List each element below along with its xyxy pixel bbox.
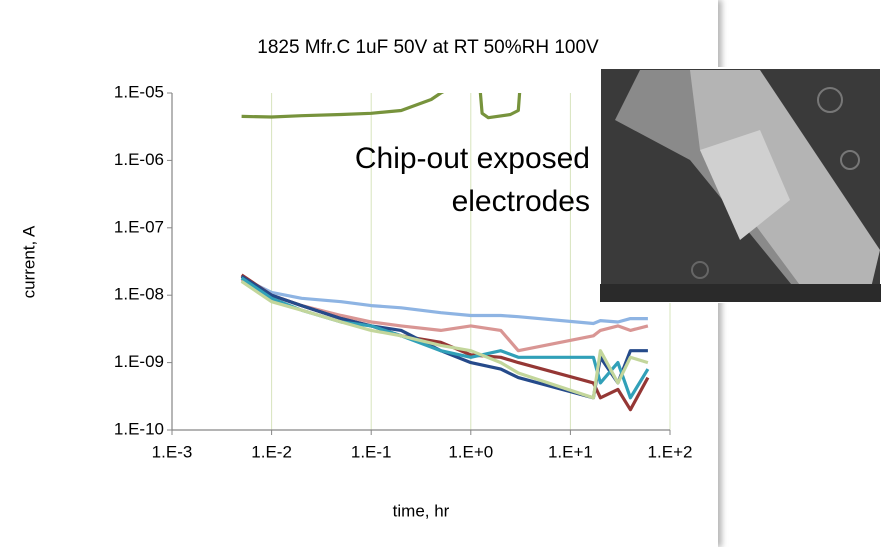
chart-title: 1825 Mfr.C 1uF 50V at RT 50%RH 100V <box>257 37 599 58</box>
y-axis-label: current, A <box>19 225 38 298</box>
x-tick-label: 1.E+2 <box>648 442 693 461</box>
y-tick-label: 1.E-08 <box>114 285 164 304</box>
x-tick-label: 1.E-3 <box>152 442 193 461</box>
chart-panel <box>0 0 718 547</box>
series-line <box>240 280 649 400</box>
y-tick-label: 1.E-07 <box>114 217 164 236</box>
x-tick-label: 1.E-1 <box>351 442 392 461</box>
grid <box>271 93 671 430</box>
x-tick-label: 1.E-2 <box>251 442 292 461</box>
y-tick-label: 1.E-05 <box>114 82 164 101</box>
x-tick-label: 1.E+0 <box>448 442 493 461</box>
series-line <box>240 276 648 326</box>
x-tick-label: 1.E+1 <box>548 442 593 461</box>
x-axis-label: time, hr <box>393 501 450 520</box>
series-line <box>241 93 522 120</box>
annotation: Chip-out exposed <box>355 142 590 175</box>
annotation: electrodes <box>452 185 590 218</box>
y-tick-label: 1.E-10 <box>114 419 164 438</box>
plot-lines <box>240 93 650 412</box>
sem-image <box>599 67 882 303</box>
y-tick-label: 1.E-06 <box>114 150 164 169</box>
y-tick-label: 1.E-09 <box>114 352 164 371</box>
